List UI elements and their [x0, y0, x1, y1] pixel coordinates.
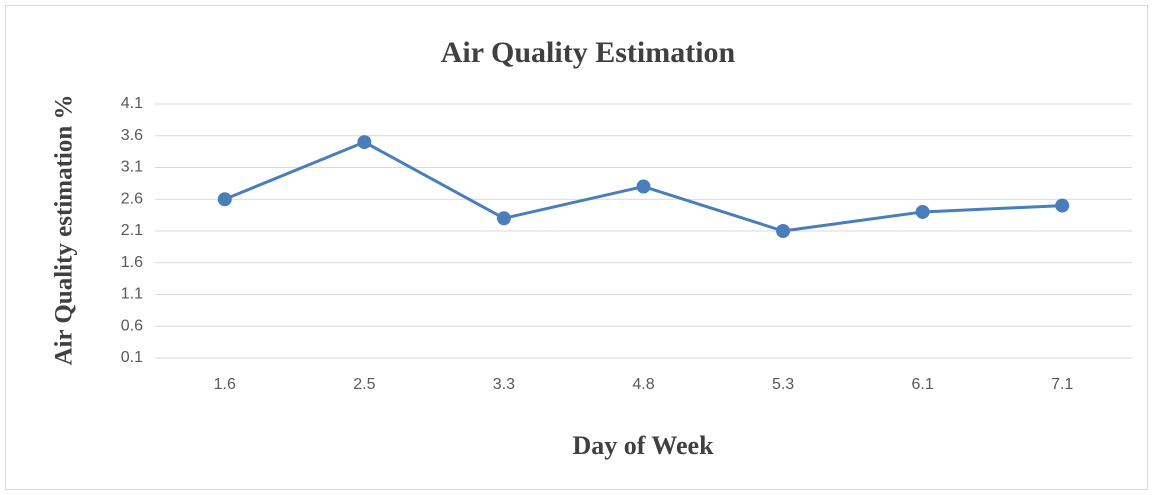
x-tick-label: 1.6: [214, 376, 236, 393]
marker: [496, 211, 511, 226]
x-tick-label: 5.3: [772, 376, 794, 393]
marker: [217, 192, 232, 207]
marker: [1055, 198, 1070, 213]
y-tick-label: 2.6: [121, 190, 143, 207]
y-tick-label: 3.6: [121, 127, 143, 144]
y-tick-label: 1.6: [121, 254, 143, 271]
marker: [357, 135, 372, 150]
x-axis-label: Day of Week: [572, 431, 714, 460]
marker: [915, 204, 930, 219]
y-tick-label: 4.1: [121, 95, 143, 112]
y-tick-label: 0.6: [121, 317, 143, 334]
marker: [636, 179, 651, 194]
x-tick-label: 3.3: [493, 376, 515, 393]
chart-border: [5, 5, 1148, 490]
x-tick-label: 4.8: [632, 376, 654, 393]
x-tick-label: 2.5: [353, 376, 375, 393]
chart-title: Air Quality Estimation: [441, 36, 736, 69]
y-tick-label: 2.1: [121, 222, 143, 239]
y-tick-label: 1.1: [121, 286, 143, 303]
x-tick-label: 7.1: [1051, 376, 1073, 393]
y-tick-label: 0.1: [121, 349, 143, 366]
x-tick-label: 6.1: [912, 376, 934, 393]
marker: [776, 224, 791, 238]
y-axis-label: Air Quality estimation %: [51, 94, 78, 365]
y-tick-label: 3.1: [121, 159, 143, 176]
